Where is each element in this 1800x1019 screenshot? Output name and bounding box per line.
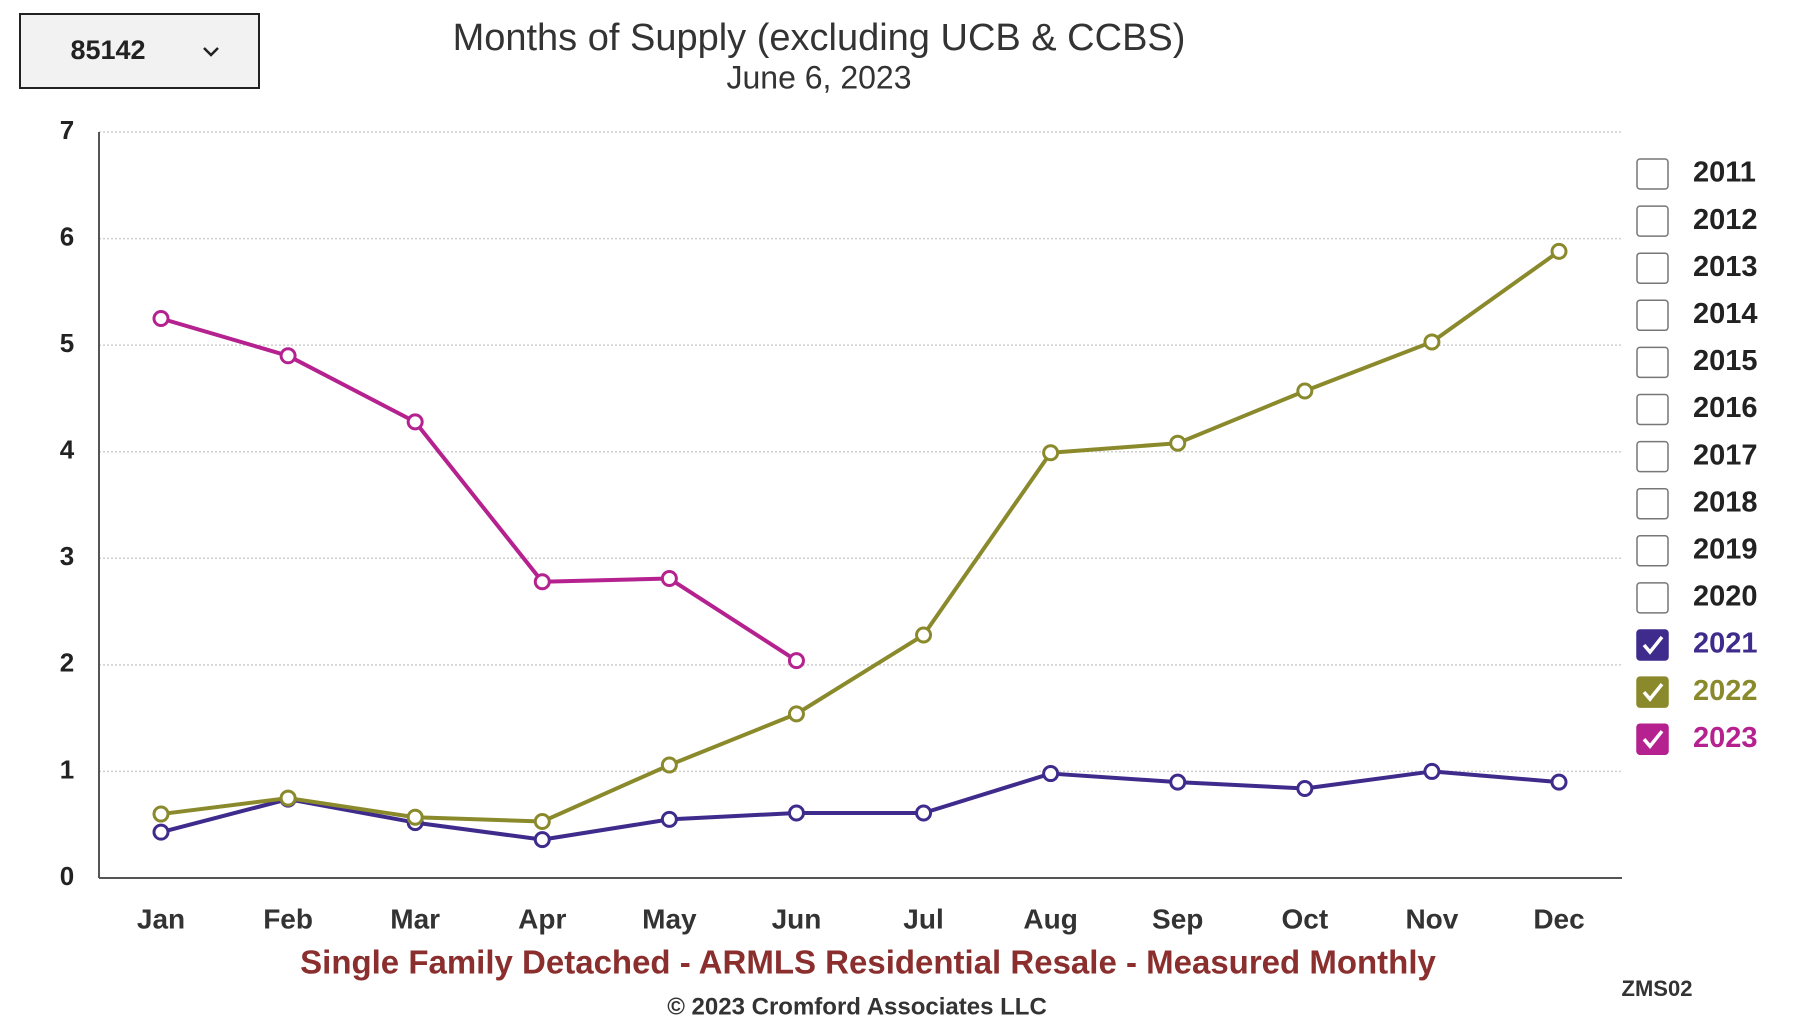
x-tick-label: Jan xyxy=(137,903,185,934)
data-point xyxy=(1423,333,1441,351)
dropdown-arrow[interactable] xyxy=(203,47,219,57)
y-tick-label: 6 xyxy=(60,221,74,251)
data-point xyxy=(1550,242,1568,260)
legend-label[interactable]: 2016 xyxy=(1693,392,1758,424)
x-tick-label: Jul xyxy=(903,903,943,934)
legend-checkbox[interactable] xyxy=(1636,205,1669,237)
legend-checkbox[interactable] xyxy=(1636,158,1669,190)
data-point xyxy=(660,756,678,774)
x-tick-label: Sep xyxy=(1152,903,1203,934)
legend-checkbox[interactable] xyxy=(1636,535,1669,567)
data-point xyxy=(1169,773,1187,791)
x-tick-label: Dec xyxy=(1533,903,1584,934)
legend-label[interactable]: 2021 xyxy=(1693,628,1758,660)
x-axis-label: Single Family Detached - ARMLS Residenti… xyxy=(300,944,1436,981)
y-tick-label: 0 xyxy=(60,861,74,891)
data-point xyxy=(660,810,678,828)
x-tick-label: Oct xyxy=(1281,903,1328,934)
zip-dropdown[interactable]: 85142 xyxy=(19,13,260,89)
y-tick-label: 4 xyxy=(60,435,75,465)
series-line xyxy=(160,249,1561,824)
y-tick-label: 7 xyxy=(60,115,74,145)
legend-label[interactable]: 2011 xyxy=(1693,157,1756,189)
legend-checkbox[interactable] xyxy=(1636,582,1669,614)
legend-check[interactable] xyxy=(1642,683,1664,702)
data-point xyxy=(279,789,297,807)
data-point xyxy=(915,626,933,644)
copyright: © 2023 Cromford Associates LLC xyxy=(667,993,1047,1019)
data-point xyxy=(1296,779,1314,797)
data-point xyxy=(1169,434,1187,452)
dropdown-value[interactable]: 85142 xyxy=(70,35,145,65)
data-point xyxy=(660,570,678,588)
legend-checkbox[interactable] xyxy=(1636,629,1669,661)
chart-code: ZMS02 xyxy=(1622,976,1693,1001)
data-point xyxy=(533,573,551,591)
data-point xyxy=(152,823,170,841)
y-tick-label: 1 xyxy=(60,754,74,784)
x-tick-label: Feb xyxy=(263,903,313,934)
legend-label[interactable]: 2019 xyxy=(1693,533,1758,565)
x-tick-label: Mar xyxy=(390,903,440,934)
dropdown-box[interactable] xyxy=(19,13,260,89)
legend-checkbox[interactable] xyxy=(1636,252,1669,284)
legend-label[interactable]: 2014 xyxy=(1693,298,1758,330)
legend-checkbox[interactable] xyxy=(1636,299,1669,332)
data-point xyxy=(1042,444,1060,462)
x-tick-label: May xyxy=(642,903,697,934)
chart-subtitle: June 6, 2023 xyxy=(726,59,911,95)
legend-label[interactable]: 2013 xyxy=(1693,251,1758,283)
legend-label[interactable]: 2020 xyxy=(1693,581,1758,613)
data-point xyxy=(1042,765,1060,783)
data-point xyxy=(787,652,805,670)
legend-label[interactable]: 2015 xyxy=(1693,345,1758,377)
data-point xyxy=(1550,773,1568,791)
x-tick-label: Apr xyxy=(518,903,566,934)
legend-checkbox[interactable] xyxy=(1636,487,1669,520)
legend-check[interactable] xyxy=(1642,635,1664,655)
legend-label[interactable]: 2017 xyxy=(1693,439,1758,471)
x-tick-label: Nov xyxy=(1405,903,1458,934)
y-tick-label: 5 xyxy=(60,328,74,358)
legend-check[interactable] xyxy=(1642,730,1664,749)
data-point xyxy=(915,804,933,822)
x-tick-label: Aug xyxy=(1023,903,1077,934)
legend-label[interactable]: 2022 xyxy=(1693,675,1758,707)
data-point xyxy=(533,813,551,831)
legend-label[interactable]: 2012 xyxy=(1693,204,1758,236)
legend-checkbox[interactable] xyxy=(1636,723,1669,755)
series-line xyxy=(160,316,798,663)
series-line xyxy=(160,769,1560,842)
data-point xyxy=(1296,382,1314,400)
legend-checkbox[interactable] xyxy=(1636,393,1669,426)
x-tick-label: Jun xyxy=(772,903,822,934)
data-point xyxy=(406,413,424,431)
legend-checkbox[interactable] xyxy=(1636,676,1669,708)
data-point xyxy=(279,347,297,365)
legend-checkbox[interactable] xyxy=(1636,440,1669,473)
chart-title: Months of Supply (excluding UCB & CCBS) xyxy=(453,17,1186,59)
legend-label[interactable]: 2023 xyxy=(1693,722,1758,754)
data-point xyxy=(787,804,805,822)
data-point xyxy=(152,310,170,327)
legend-checkbox[interactable] xyxy=(1636,346,1669,379)
data-point xyxy=(787,705,805,723)
data-point xyxy=(406,808,424,826)
y-tick-label: 2 xyxy=(60,648,74,678)
legend-label[interactable]: 2018 xyxy=(1693,486,1758,518)
data-point xyxy=(533,831,551,849)
data-point xyxy=(1423,762,1441,780)
y-tick-label: 3 xyxy=(60,541,74,571)
data-point xyxy=(152,805,170,823)
